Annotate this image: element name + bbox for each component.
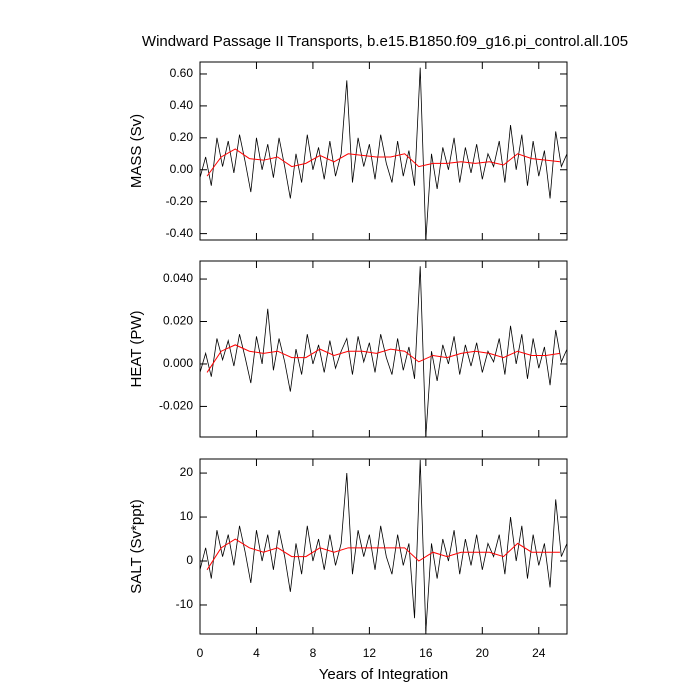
x-tick-label: 20 — [476, 646, 490, 660]
x-tick-label: 24 — [532, 646, 546, 660]
plot-frame — [199, 61, 568, 241]
y-tick-label: 20 — [180, 465, 194, 479]
y-tick-label: 0.000 — [163, 356, 193, 370]
x-tick-label: 16 — [419, 646, 433, 660]
y-tick-label: -0.20 — [166, 194, 194, 208]
x-tick-label: 12 — [363, 646, 377, 660]
data-line — [199, 266, 568, 437]
chart-title: Windward Passage II Transports, b.e15.B1… — [142, 33, 628, 50]
y-axis-label: HEAT (PW) — [128, 311, 145, 388]
data-line — [206, 344, 561, 373]
data-line — [199, 67, 568, 241]
y-tick-label: 0.040 — [163, 271, 193, 285]
y-tick-label: 0.00 — [170, 162, 194, 176]
y-tick-label: -10 — [176, 597, 194, 611]
y-tick-label: 0.20 — [170, 130, 194, 144]
y-tick-label: 0 — [186, 553, 193, 567]
plot-frame — [199, 458, 568, 635]
y-tick-label: 10 — [180, 509, 194, 523]
x-axis-label: Years of Integration — [319, 666, 449, 683]
plot-frame — [199, 260, 568, 438]
data-line — [206, 148, 560, 177]
y-tick-label: 0.60 — [170, 66, 194, 80]
data-line — [206, 538, 560, 571]
x-tick-label: 8 — [310, 646, 317, 660]
y-tick-label: 0.020 — [163, 314, 193, 328]
y-axis-label: SALT (Sv*ppt) — [128, 499, 145, 593]
y-tick-label: -0.020 — [159, 399, 193, 413]
y-tick-label: -0.40 — [166, 226, 194, 240]
data-line — [199, 459, 568, 632]
y-axis-label: MASS (Sv) — [128, 114, 145, 188]
x-tick-label: 4 — [253, 646, 260, 660]
y-tick-label: 0.40 — [170, 98, 194, 112]
x-tick-label: 0 — [197, 646, 204, 660]
